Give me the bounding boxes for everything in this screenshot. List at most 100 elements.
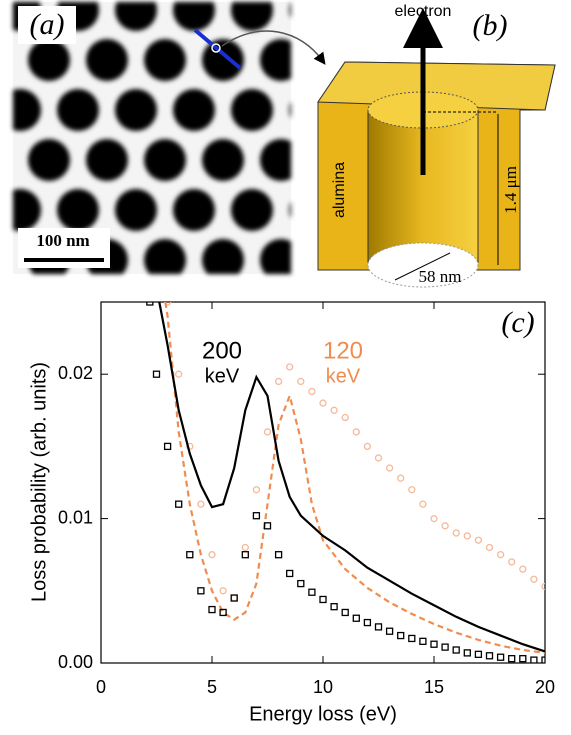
y-tick-label: 0.02 — [58, 363, 93, 383]
data-point — [374, 623, 383, 631]
series-line — [164, 302, 545, 654]
data-point — [519, 655, 527, 663]
data-point — [341, 608, 349, 617]
data-point — [252, 512, 261, 520]
data-point — [263, 428, 272, 436]
panel-b: electron (b) alumina 1.4 μm 58 nm — [317, 3, 556, 288]
data-point — [397, 631, 405, 640]
y-axis-title: Loss probability (arb. units) — [28, 362, 50, 602]
x-axis-title: Energy loss (eV) — [249, 703, 397, 725]
data-point — [474, 536, 483, 544]
annotation: keV — [205, 365, 240, 387]
annotation: keV — [326, 365, 361, 387]
data-point — [274, 377, 283, 386]
data-point — [163, 442, 172, 451]
data-point — [530, 575, 538, 583]
data-point — [319, 399, 327, 407]
data-point — [441, 643, 449, 651]
annotation: 200 — [202, 337, 242, 364]
height-label: 1.4 μm — [501, 166, 520, 214]
data-point — [463, 649, 471, 657]
data-point — [230, 594, 238, 602]
data-point — [175, 370, 183, 378]
data-point — [363, 618, 372, 627]
material-label: alumina — [331, 162, 348, 218]
data-point — [352, 428, 360, 436]
diameter-arrow — [394, 252, 451, 281]
panel-label: (b) — [473, 9, 508, 42]
data-point — [408, 486, 416, 494]
marker-circle — [211, 43, 221, 53]
data-point — [241, 551, 249, 559]
x-tick-label: 5 — [207, 677, 217, 697]
x-tick-label: 15 — [424, 677, 444, 697]
data-point — [474, 650, 483, 658]
data-point — [530, 656, 538, 663]
x-tick-label: 0 — [96, 677, 106, 697]
data-point — [419, 500, 427, 508]
data-point — [430, 640, 438, 648]
data-point — [330, 406, 338, 414]
data-point — [452, 646, 460, 654]
data-point — [319, 595, 327, 604]
data-point — [274, 551, 283, 559]
data-point — [496, 551, 505, 559]
data-point — [374, 454, 383, 462]
data-point — [363, 442, 372, 451]
y-tick-label: 0.01 — [58, 507, 93, 527]
cut-line — [193, 28, 242, 70]
electron-label: electron — [395, 3, 452, 20]
data-point — [485, 652, 494, 660]
data-point — [230, 594, 238, 602]
data-point — [430, 514, 438, 523]
panel-label: (c) — [501, 306, 534, 339]
pore-bottom — [367, 242, 479, 288]
y-tick-label: 0.00 — [58, 652, 93, 672]
data-point — [219, 587, 227, 595]
data-point — [208, 605, 216, 614]
data-point — [452, 529, 460, 537]
data-point — [385, 627, 394, 635]
data-point — [541, 582, 545, 591]
data-point — [441, 522, 449, 530]
data-point — [408, 634, 416, 643]
panel-c: (c) Energy loss (eV) Loss probability (a… — [28, 301, 546, 725]
data-point — [297, 377, 305, 386]
diameter-label: 58 nm — [419, 267, 462, 286]
data-point — [508, 655, 516, 663]
data-point — [219, 608, 227, 617]
data-point — [197, 500, 205, 508]
connector-arrow — [221, 30, 326, 65]
panel-label: (a) — [30, 8, 65, 41]
data-point — [308, 588, 316, 596]
data-point — [508, 558, 516, 566]
label-bg — [18, 6, 76, 44]
data-point — [419, 637, 427, 645]
data-point — [308, 387, 316, 396]
data-point — [186, 551, 194, 559]
x-tick-label: 10 — [313, 677, 333, 697]
data-point — [163, 302, 172, 306]
data-point — [286, 569, 294, 578]
data-point — [485, 543, 494, 552]
data-point — [146, 302, 154, 306]
scale-label: 100 nm — [36, 231, 89, 250]
plot-area — [146, 302, 545, 663]
data-point — [252, 486, 261, 494]
data-point — [352, 614, 360, 622]
data-point — [197, 587, 205, 595]
data-point — [385, 464, 394, 472]
panel-a: (a) 100 nm — [13, 2, 291, 274]
data-point — [341, 413, 349, 422]
data-point — [297, 579, 305, 588]
data-point — [286, 363, 294, 371]
annotation: 120 — [323, 337, 363, 364]
data-point — [208, 551, 216, 559]
data-point — [152, 370, 161, 378]
data-point — [541, 656, 545, 663]
data-point — [397, 474, 405, 482]
data-point — [463, 532, 471, 540]
data-point — [263, 522, 272, 530]
